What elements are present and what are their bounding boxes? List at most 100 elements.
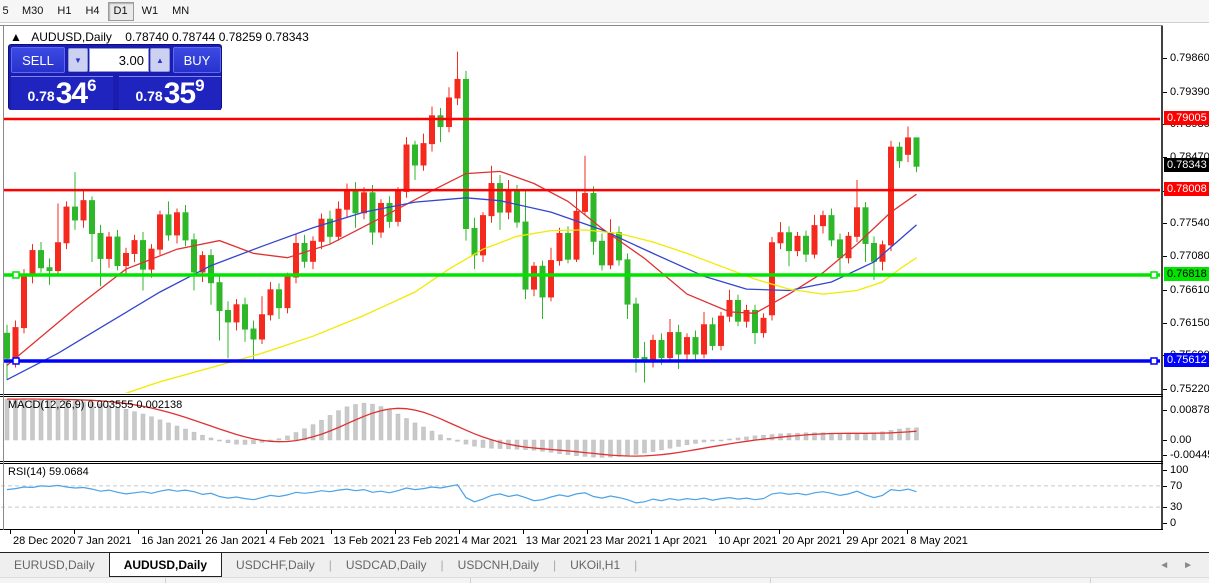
candle-body (310, 240, 316, 262)
macd-histogram-bar (642, 439, 647, 454)
moving-average-ma-medium (6, 197, 917, 381)
timeframe-button-5[interactable]: 5 (2, 5, 9, 17)
sell-button[interactable]: SELL (11, 47, 65, 73)
macd-histogram-bar (744, 436, 749, 441)
date-label: 10 Apr 2021 (718, 535, 778, 547)
macd-scale-tick (1163, 440, 1167, 441)
price-tick (1163, 388, 1167, 390)
timeframe-button-h1[interactable]: H1 (57, 5, 72, 17)
tab-ukoil-h1[interactable]: UKOil,H1 (570, 558, 621, 572)
candle-body (46, 267, 53, 272)
candle-body (888, 146, 894, 246)
macd-histogram-bar (684, 439, 690, 446)
macd-histogram-bar (472, 439, 477, 447)
status-separator (1090, 578, 1091, 583)
macd-histogram-bar (489, 439, 494, 449)
macd-histogram-bar (395, 413, 401, 441)
macd-histogram-bar (795, 432, 800, 441)
rsi-pane (1, 484, 1160, 508)
macd-histogram-bar (319, 419, 324, 441)
candle-body (684, 337, 690, 355)
candle-body (548, 260, 554, 298)
tab-scroll-left-icon[interactable]: ◄ (1159, 559, 1170, 571)
macd-histogram-bar (676, 439, 681, 447)
candle-body (55, 242, 61, 272)
buy-price-display[interactable]: 0.78 35 9 (119, 76, 221, 110)
macd-histogram-bar (625, 439, 630, 456)
rsi-scale-tick (1163, 470, 1167, 471)
candle-body (429, 115, 435, 145)
macd-histogram-bar (183, 428, 188, 441)
rsi-line (6, 484, 917, 504)
collapse-panel-arrow-icon[interactable]: ▲ (10, 30, 22, 44)
sell-price-display[interactable]: 0.78 34 6 (11, 76, 113, 110)
candle-body (72, 206, 78, 221)
date-tick (10, 530, 11, 534)
macd-histogram-bar (336, 410, 341, 441)
macd-histogram-bar (837, 433, 843, 441)
tab-scroll-right-icon[interactable]: ► (1183, 559, 1193, 571)
candle-body (726, 300, 733, 317)
price-scale[interactable]: 0.798600.793900.789300.784700.780000.775… (1163, 24, 1209, 551)
candle-body (480, 215, 486, 256)
candle-body (514, 190, 520, 223)
candle-body (412, 144, 418, 166)
tab-usdchf-daily[interactable]: USDCHF,Daily (236, 558, 315, 572)
date-tick (779, 530, 781, 534)
candle-body (165, 214, 172, 236)
timeframe-button-m30[interactable]: M30 (22, 5, 44, 17)
candle-body (182, 212, 189, 241)
date-tick (843, 530, 845, 534)
price-tick (1163, 322, 1167, 324)
date-label: 16 Jan 2021 (141, 535, 202, 547)
candle-body (369, 192, 376, 233)
macd-histogram-bar (157, 419, 163, 441)
macd-scale-tick (1163, 455, 1167, 457)
volume-decrease-button[interactable]: ▼ (68, 48, 88, 72)
candle-body (225, 309, 231, 323)
macd-histogram-bar (557, 439, 562, 454)
line-drag-handle[interactable] (12, 271, 20, 279)
timeframe-button-d1[interactable]: D1 (107, 1, 134, 21)
macd-histogram-bar (387, 409, 392, 441)
line-drag-handle[interactable] (1150, 357, 1158, 365)
line-drag-handle[interactable] (1150, 271, 1158, 279)
candle-body (420, 143, 427, 166)
volume-input[interactable] (89, 48, 149, 72)
macd-histogram-bar (234, 439, 239, 445)
date-tick (715, 530, 717, 534)
macd-histogram-bar (480, 439, 486, 448)
macd-histogram-bar (650, 439, 656, 452)
timeframe-button-mn[interactable]: MN (172, 5, 190, 17)
date-label: 4 Mar 2021 (461, 535, 518, 547)
status-strip (0, 577, 1209, 583)
tab-usdcnh-daily[interactable]: USDCNH,Daily (457, 558, 540, 572)
tab-usdcad-daily[interactable]: USDCAD,Daily (345, 558, 427, 572)
macd-histogram-bar (854, 433, 860, 441)
main-pane (4, 51, 1160, 393)
buy-button[interactable]: BUY (173, 47, 221, 73)
candle-body (743, 309, 750, 322)
rsi-scale-label: 70 (1170, 479, 1183, 492)
tab-eurusd-daily[interactable]: EURUSD,Daily (14, 558, 95, 572)
tab-audusd-daily[interactable]: AUDUSD,Daily (108, 553, 223, 577)
timeframe-button-h4[interactable]: H4 (85, 5, 100, 17)
macd-histogram-bar (361, 402, 367, 441)
buy-price-pip: 9 (195, 76, 205, 95)
timeframe-button-w1[interactable]: W1 (141, 5, 159, 17)
candle-body (267, 289, 274, 316)
price-tick (1163, 58, 1167, 60)
candle-body (769, 242, 775, 316)
candle-body (208, 255, 214, 284)
date-label: 20 Apr 2021 (782, 535, 842, 547)
macd-histogram-bar (89, 402, 95, 441)
macd-histogram-bar (761, 434, 766, 441)
candle-body (446, 97, 452, 127)
candle-body (854, 207, 860, 237)
line-drag-handle[interactable] (12, 357, 20, 365)
candle-body (12, 327, 19, 359)
date-tick (586, 530, 588, 534)
volume-increase-button[interactable]: ▲ (150, 48, 170, 72)
macd-histogram-bar (565, 439, 571, 455)
candle-body (531, 265, 537, 290)
